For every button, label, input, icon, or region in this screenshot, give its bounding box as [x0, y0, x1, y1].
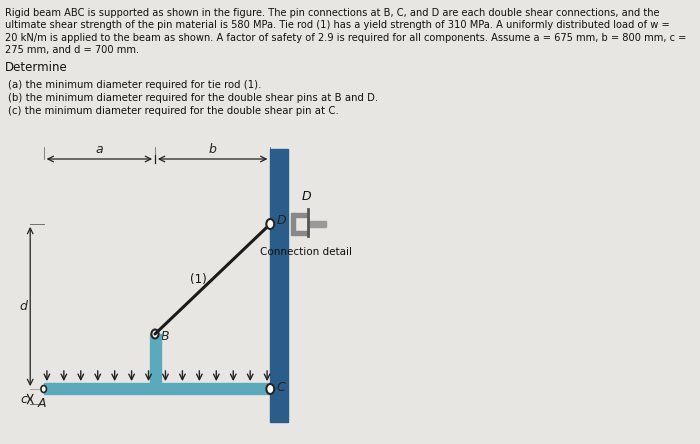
Bar [294, 231, 309, 235]
Bar [294, 213, 309, 217]
Text: Connection detail: Connection detail [260, 247, 352, 257]
Text: c: c [20, 392, 27, 405]
Circle shape [41, 385, 46, 392]
Text: 20 kN/m is applied to the beam as shown. A factor of safety of 2.9 is required f: 20 kN/m is applied to the beam as shown.… [5, 33, 686, 43]
Text: B: B [160, 329, 169, 342]
Text: Rigid beam ABC is supported as shown in the figure. The pin connections at B, C,: Rigid beam ABC is supported as shown in … [5, 8, 659, 18]
Text: b: b [209, 143, 216, 156]
Text: ultimate shear strength of the pin material is 580 MPa. Tie rod (1) has a yield : ultimate shear strength of the pin mater… [5, 20, 669, 31]
Text: A: A [38, 397, 46, 410]
Text: D: D [276, 214, 286, 227]
Bar [270, 149, 288, 422]
Text: 275 mm, and d = 700 mm.: 275 mm, and d = 700 mm. [5, 45, 139, 56]
Circle shape [266, 384, 274, 394]
Circle shape [266, 219, 274, 229]
Text: (a) the minimum diameter required for tie rod (1).: (a) the minimum diameter required for ti… [8, 80, 261, 90]
Circle shape [151, 329, 159, 338]
Text: (1): (1) [190, 273, 206, 285]
Bar [291, 213, 295, 235]
Text: (c) the minimum diameter required for the double shear pin at C.: (c) the minimum diameter required for th… [8, 106, 339, 116]
Bar [43, 383, 270, 394]
Text: d: d [19, 300, 27, 313]
Bar [309, 221, 326, 227]
Text: C: C [276, 381, 286, 393]
Text: Determine: Determine [5, 61, 67, 74]
Text: w: w [153, 356, 162, 366]
Text: D: D [301, 190, 311, 203]
Text: (b) the minimum diameter required for the double shear pins at B and D.: (b) the minimum diameter required for th… [8, 93, 378, 103]
Text: a: a [96, 143, 103, 156]
Bar [150, 334, 160, 384]
